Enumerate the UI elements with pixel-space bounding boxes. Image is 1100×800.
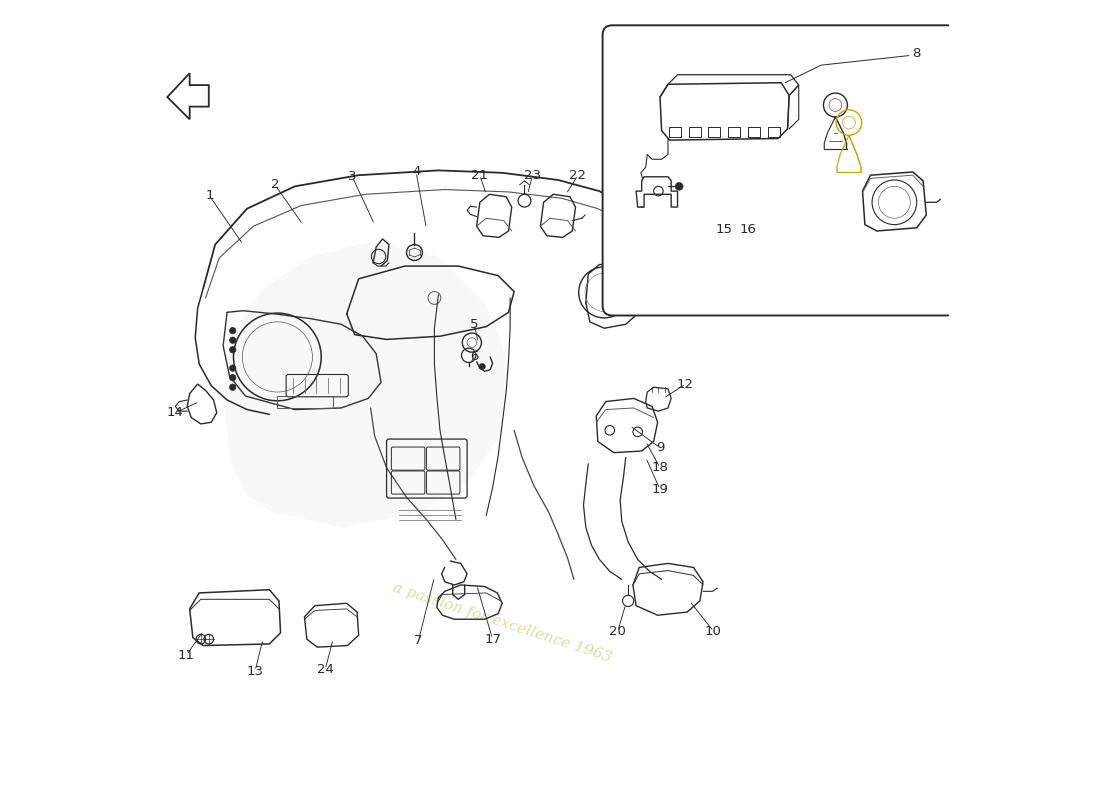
Text: 17: 17 [484, 633, 502, 646]
Circle shape [230, 337, 235, 343]
Polygon shape [167, 73, 209, 119]
Text: 3: 3 [348, 170, 356, 183]
Text: 8: 8 [913, 46, 921, 60]
Bar [277, 396, 333, 408]
Text: 23: 23 [524, 169, 541, 182]
Circle shape [230, 346, 235, 353]
Text: 18: 18 [651, 462, 669, 474]
Text: 7: 7 [415, 634, 422, 647]
Text: 19: 19 [651, 482, 669, 496]
Circle shape [230, 384, 235, 390]
Circle shape [230, 365, 235, 371]
Text: 6: 6 [470, 350, 478, 362]
Circle shape [230, 327, 235, 334]
Text: 24: 24 [317, 663, 333, 676]
Text: 9: 9 [656, 442, 664, 454]
Bar [689, 127, 701, 137]
Bar [728, 127, 740, 137]
Text: 14: 14 [167, 406, 184, 419]
FancyBboxPatch shape [603, 26, 957, 315]
Circle shape [230, 374, 235, 381]
Text: 11: 11 [178, 649, 195, 662]
Text: 22: 22 [570, 169, 586, 182]
Text: 15: 15 [715, 223, 733, 236]
Circle shape [478, 363, 485, 370]
Text: 2: 2 [271, 178, 279, 191]
Bar [768, 127, 780, 137]
Polygon shape [223, 241, 510, 527]
Text: 5: 5 [470, 318, 478, 330]
Text: 12: 12 [676, 378, 694, 390]
Text: 1: 1 [206, 190, 213, 202]
Text: a passion for excellence 1963: a passion for excellence 1963 [390, 581, 614, 666]
Bar [708, 127, 720, 137]
Text: 4: 4 [411, 166, 420, 178]
Text: 21: 21 [471, 169, 488, 182]
Text: 13: 13 [246, 665, 264, 678]
Circle shape [675, 182, 683, 190]
Text: 16: 16 [739, 223, 756, 236]
Bar [748, 127, 760, 137]
Text: 20: 20 [609, 625, 626, 638]
Bar [669, 127, 681, 137]
Text: 10: 10 [705, 625, 722, 638]
